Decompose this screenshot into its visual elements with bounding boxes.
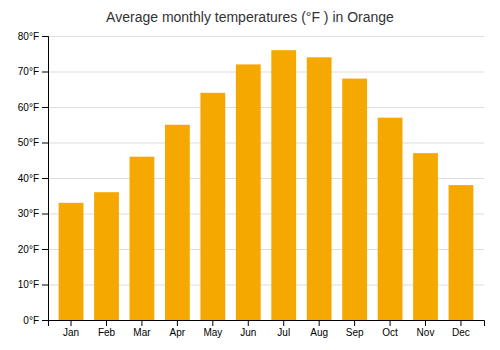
bar	[94, 192, 119, 320]
bars	[59, 50, 474, 320]
x-tick: Aug	[310, 320, 328, 338]
grid-tick	[48, 36, 484, 37]
y-tick-label: 60°F	[18, 102, 39, 113]
x-tick: Mar	[133, 320, 151, 338]
x-tick: Sep	[346, 320, 364, 338]
bar	[413, 153, 438, 320]
y-tick-mark	[42, 214, 48, 215]
y-tick-label: 30°F	[18, 208, 39, 219]
x-tick-label: May	[203, 327, 222, 338]
y-tick-label: 40°F	[18, 173, 39, 184]
y-tick-mark	[42, 178, 48, 179]
x-tick: Jul	[277, 320, 290, 338]
x-tick-mark	[141, 320, 142, 326]
x-tick-mark	[425, 320, 426, 326]
x-tick: Jun	[240, 320, 256, 338]
x-tick-mark	[106, 320, 107, 326]
y-tick: 60°F	[18, 102, 48, 113]
x-tick-mark	[390, 320, 391, 326]
x-tick-label: Nov	[417, 327, 435, 338]
y-tick: 80°F	[18, 31, 48, 42]
x-tick-mark	[319, 320, 320, 326]
y-tick: 70°F	[18, 66, 48, 77]
bar	[307, 57, 332, 320]
grid-line	[48, 36, 484, 37]
y-tick: 30°F	[18, 208, 48, 219]
y-tick-mark	[42, 320, 48, 321]
y-tick-label: 80°F	[18, 31, 39, 42]
x-tick-label: Jan	[63, 327, 79, 338]
x-tick-label: Sep	[346, 327, 364, 338]
bar	[130, 157, 155, 320]
y-tick-label: 50°F	[18, 137, 39, 148]
y-tick-label: 20°F	[18, 244, 39, 255]
bar	[59, 203, 84, 320]
x-tick-mark	[354, 320, 355, 326]
x-tick-label: Aug	[310, 327, 328, 338]
y-tick: 40°F	[18, 173, 48, 184]
y-tick-mark	[42, 36, 48, 37]
x-tick-mark	[283, 320, 284, 326]
x-tick-mark	[248, 320, 249, 326]
y-tick-label: 10°F	[18, 279, 39, 290]
bar	[378, 118, 403, 320]
y-tick-mark	[42, 143, 48, 144]
y-tick-mark	[42, 107, 48, 108]
x-tick: May	[203, 320, 222, 338]
x-tick-label: Apr	[170, 327, 186, 338]
x-tick-mark	[212, 320, 213, 326]
title: Average monthly temperatures (°F ) in Or…	[106, 9, 394, 25]
plot: 0°F 10°F 20°F 30°F 40°F 50°F 60°F 70°F 80°F Jan Fe…	[18, 31, 485, 338]
bar	[342, 79, 367, 320]
grid-line	[48, 143, 484, 144]
y-axis-line	[42, 37, 49, 321]
x-tick-mark	[460, 320, 461, 326]
x-tick-label: Jul	[277, 327, 290, 338]
x-tick: Jan	[63, 320, 79, 338]
grid-line	[48, 107, 484, 108]
grid-tick	[48, 107, 484, 108]
y-tick-label: 70°F	[18, 66, 39, 77]
y-tick: 10°F	[18, 279, 48, 290]
x-tick-label: Dec	[452, 327, 470, 338]
grid-line	[48, 72, 484, 73]
grid-tick	[48, 72, 484, 73]
y-tick: 0°F	[23, 315, 48, 326]
grid-tick	[48, 143, 484, 144]
x-tick-label: Jun	[240, 327, 256, 338]
y-tick-label: 0°F	[23, 315, 39, 326]
bar	[449, 185, 474, 320]
x-tick: Oct	[382, 320, 398, 338]
x-tick-label: Oct	[382, 327, 398, 338]
y-tick-mark	[42, 249, 48, 250]
bar	[165, 125, 190, 320]
bar	[271, 50, 296, 320]
y-tick: 20°F	[18, 244, 48, 255]
x-axis: Jan Feb Mar Apr May Jun Jul Aug Sep Oct Nov Dec	[49, 320, 485, 338]
x-tick-label: Feb	[98, 327, 116, 338]
x-tick-label: Mar	[133, 327, 151, 338]
bar	[200, 93, 225, 320]
y-tick-mark	[42, 72, 48, 73]
x-tick-mark	[71, 320, 72, 326]
y-tick: 50°F	[18, 137, 48, 148]
x-tick: Dec	[452, 320, 470, 338]
bar	[236, 64, 261, 320]
x-tick: Feb	[98, 320, 116, 338]
x-tick: Apr	[170, 320, 186, 338]
y-tick-mark	[42, 285, 48, 286]
x-axis-line	[49, 321, 485, 327]
x-tick-mark	[177, 320, 178, 326]
y-axis: 0°F 10°F 20°F 30°F 40°F 50°F 60°F 70°F 80°F	[18, 31, 49, 326]
grid	[48, 37, 484, 321]
x-tick: Nov	[417, 320, 435, 338]
chart: 0°F 10°F 20°F 30°F 40°F 50°F 60°F 70°F 80°F Jan Fe…	[0, 0, 500, 350]
